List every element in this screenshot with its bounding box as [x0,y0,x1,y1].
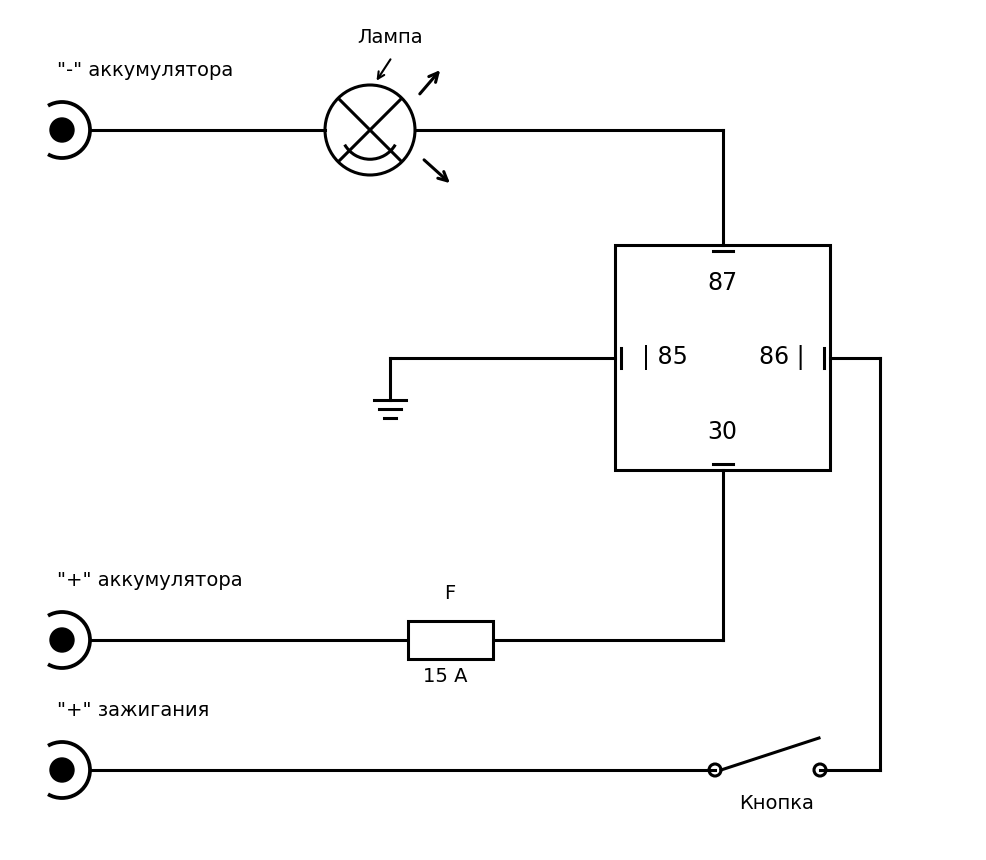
Circle shape [50,628,74,652]
Text: F: F [445,584,456,603]
Text: Лампа: Лампа [357,28,423,47]
Bar [408,621,493,659]
Circle shape [50,758,74,782]
Text: "+" аккумулятора: "+" аккумулятора [57,571,243,590]
Text: Кнопка: Кнопка [740,794,814,813]
Text: 87: 87 [707,271,738,295]
Text: | 85: | 85 [642,345,688,370]
Text: 15 А: 15 А [423,667,467,686]
Text: "+" зажигания: "+" зажигания [57,701,209,720]
Text: 30: 30 [708,420,738,444]
Text: "-" аккумулятора: "-" аккумулятора [57,61,234,80]
Circle shape [50,118,74,142]
Text: 86 |: 86 | [759,345,805,370]
Bar [615,245,830,470]
